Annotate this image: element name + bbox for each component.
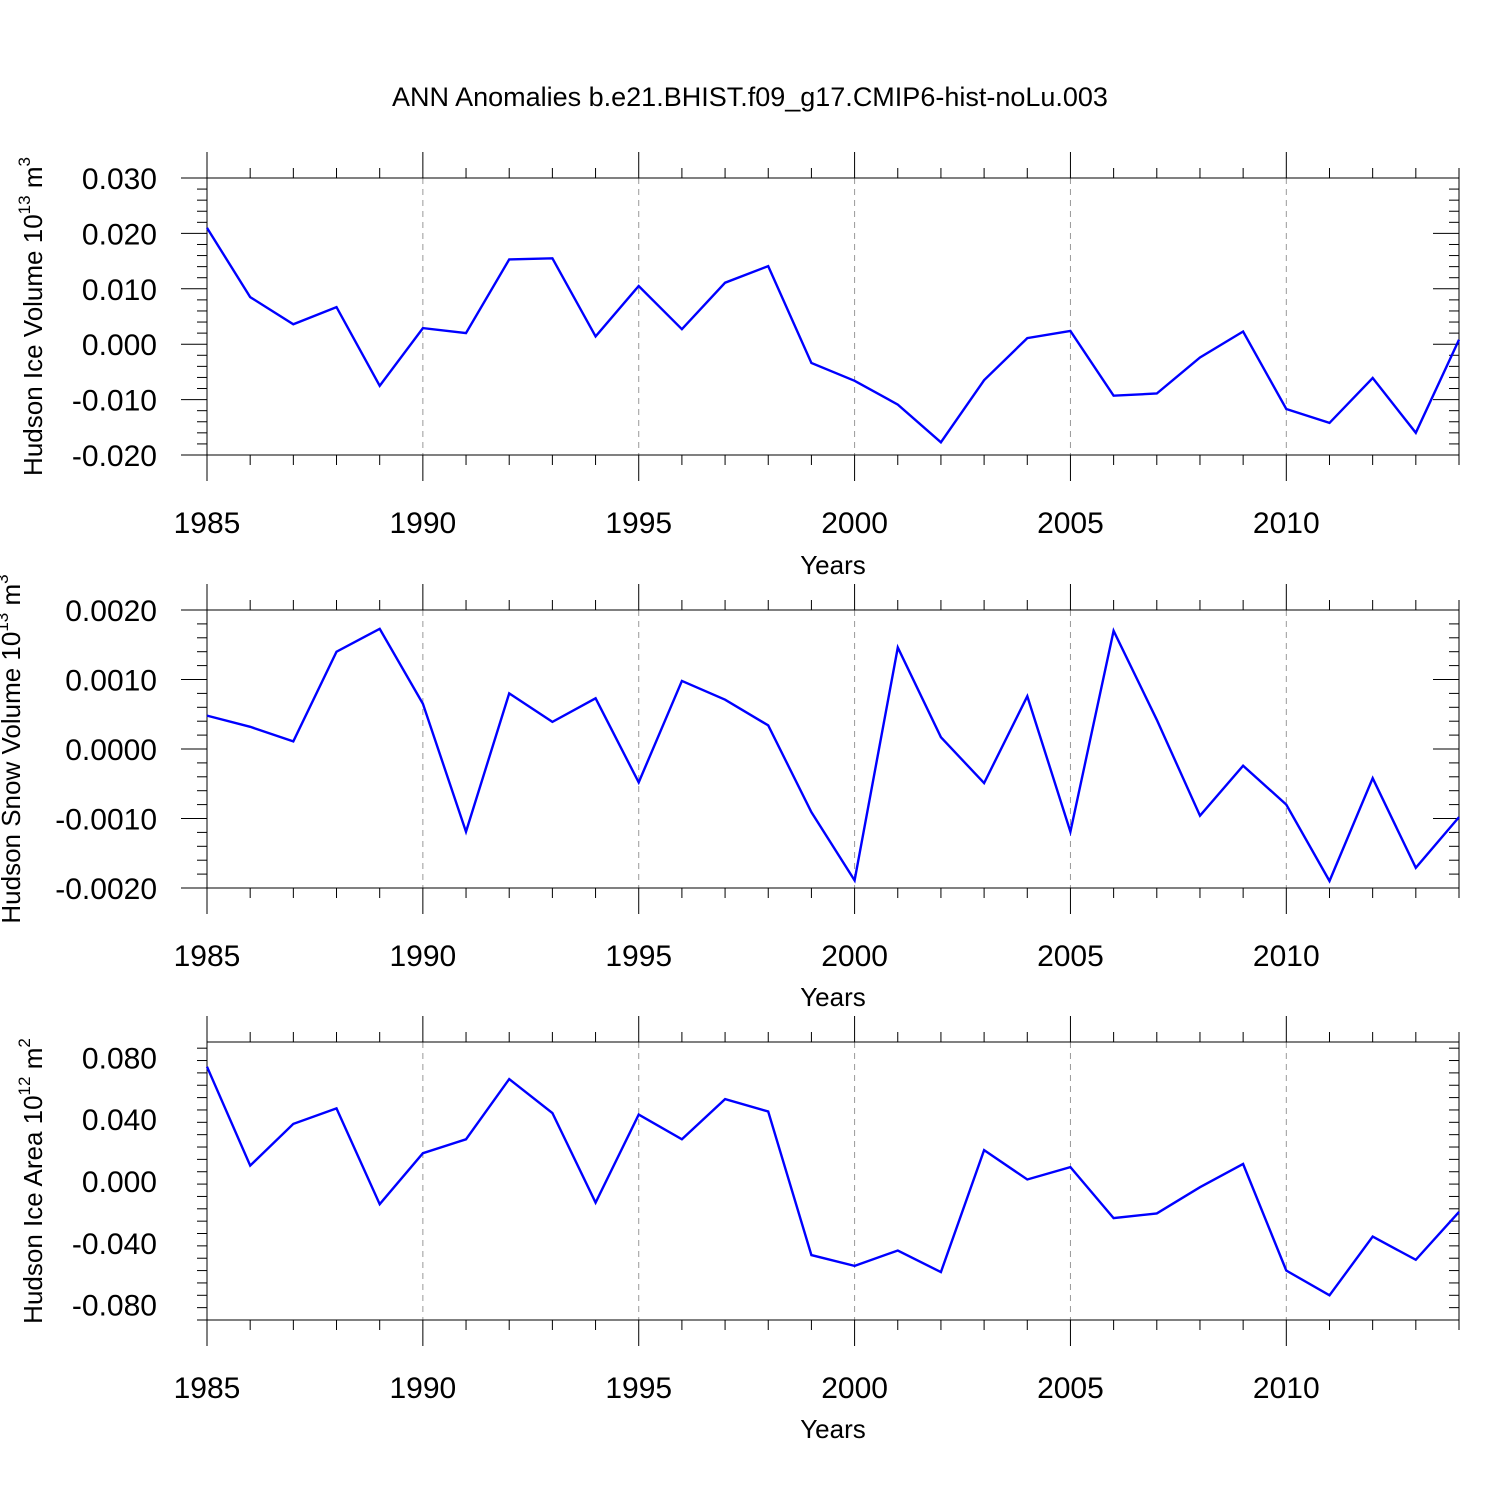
series-line-1: [206, 627, 1460, 884]
y-tick-label: 0.000: [82, 1166, 157, 1199]
panels: -0.020 -0.010 0.000 0.010 0.020 0.030 1985 1990…: [0, 152, 1461, 1444]
y-tick-label: 0.0020: [65, 595, 157, 628]
y-axis-title-text: Hudson Ice Area 10: [18, 1095, 48, 1323]
y-axis-title: Hudson Snow Volume 1013 m3: [0, 574, 26, 923]
x-tick-label: 1985: [174, 1372, 241, 1405]
x-tick-label: 2010: [1253, 940, 1320, 973]
x-tick-label: 2010: [1253, 1372, 1320, 1405]
y-axis-title-unit-exponent: 3: [15, 157, 34, 166]
x-tick-label: 2005: [1037, 940, 1104, 973]
panel-1: -0.020 -0.010 0.000 0.010 0.020 0.030 1985 1990…: [15, 152, 1461, 580]
x-tick-label: 1985: [174, 507, 241, 540]
y-tick-label: -0.020: [72, 440, 157, 473]
y-axis-title-text: Hudson Snow Volume 10: [0, 632, 26, 924]
y-axis-title-unit-exponent: 2: [15, 1038, 34, 1047]
y-tick-label: 0.080: [82, 1042, 157, 1075]
plot-frame: [206, 1041, 1460, 1321]
x-tick-label: 2010: [1253, 507, 1320, 540]
x-tick-label: 1995: [605, 940, 672, 973]
x-axis-title: Years: [800, 982, 866, 1012]
x-tick-label: 2000: [821, 940, 888, 973]
y-axis-title-unit: m: [18, 167, 48, 196]
y-tick-label: 0.0000: [65, 734, 157, 767]
x-axis-title: Years: [800, 550, 866, 580]
y-tick-label: -0.0020: [55, 873, 157, 906]
x-tick-label: 1995: [605, 507, 672, 540]
x-tick-label: 1990: [389, 1372, 456, 1405]
y-tick-label: -0.010: [72, 385, 157, 418]
y-axis-title-exponent: 12: [15, 1077, 34, 1096]
x-tick-label: 2005: [1037, 1372, 1104, 1405]
x-tick-label: 2000: [821, 507, 888, 540]
y-tick-label: 0.000: [82, 329, 157, 362]
panel-3: -0.080 -0.040 0.000 0.040 0.080 1985 1990 1995 2…: [15, 1016, 1460, 1444]
series-line-1: [205, 1066, 1460, 1297]
y-axis-title-exponent: 13: [0, 613, 12, 632]
y-axis-title-exponent: 13: [15, 195, 34, 214]
x-tick-label: 1990: [389, 940, 456, 973]
y-tick-label: 0.030: [82, 163, 157, 196]
plot-frame: [206, 177, 1460, 456]
y-axis-title-unit-exponent: 3: [0, 574, 12, 583]
y-tick-label: 0.010: [82, 274, 157, 307]
y-tick-label: -0.080: [72, 1290, 157, 1323]
series-line-1: [205, 227, 1461, 445]
x-tick-label: 1990: [389, 507, 456, 540]
y-axis-title-unit: m: [18, 1048, 48, 1077]
y-tick-label: 0.0010: [65, 665, 157, 698]
y-tick-label: -0.0010: [55, 804, 157, 837]
x-axis-title: Years: [800, 1414, 866, 1444]
y-axis-title-text: Hudson Ice Volume 10: [18, 214, 48, 476]
y-axis-title: Hudson Ice Volume 1013 m3: [15, 157, 48, 476]
y-tick-label: 0.040: [82, 1104, 157, 1137]
x-tick-label: 1985: [174, 940, 241, 973]
y-axis-title: Hudson Ice Area 1012 m2: [15, 1038, 48, 1324]
x-tick-label: 2000: [821, 1372, 888, 1405]
y-tick-label: 0.020: [82, 218, 157, 251]
x-tick-label: 1995: [605, 1372, 672, 1405]
y-axis-title-unit: m: [0, 584, 26, 613]
panel-2: -0.0020 -0.0010 0.0000 0.0010 0.0020 1985 1990…: [0, 574, 1460, 1012]
x-tick-label: 2005: [1037, 507, 1104, 540]
chart-title: ANN Anomalies b.e21.BHIST.f09_g17.CMIP6-…: [392, 82, 1108, 112]
y-tick-label: -0.040: [72, 1228, 157, 1261]
